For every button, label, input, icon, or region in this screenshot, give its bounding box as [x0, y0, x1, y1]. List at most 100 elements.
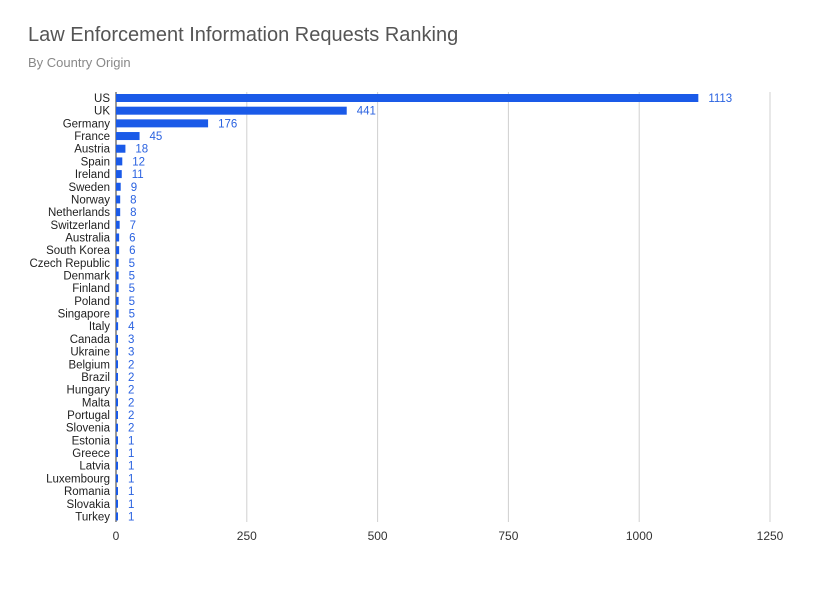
- category-label: Czech Republic: [29, 258, 110, 270]
- x-tick-label: 1000: [626, 529, 653, 543]
- category-label: Spain: [81, 156, 110, 168]
- data-label: 2: [128, 423, 134, 435]
- bar: [116, 296, 119, 305]
- category-label: Ireland: [75, 169, 110, 181]
- bar: [116, 208, 121, 217]
- chart-title: Law Enforcement Information Requests Ran…: [28, 24, 459, 46]
- data-label: 5: [129, 309, 135, 321]
- bar: [116, 461, 118, 470]
- data-label: 1: [128, 473, 134, 485]
- category-label: Brazil: [81, 372, 110, 384]
- bar: [116, 334, 118, 343]
- category-label: Poland: [74, 296, 110, 308]
- x-tick-labels: 0 250 500 750 1000 1250: [113, 529, 784, 543]
- category-label: Germany: [63, 118, 111, 130]
- category-label: South Korea: [46, 245, 111, 257]
- bar: [116, 220, 120, 229]
- data-label: 5: [129, 258, 135, 270]
- category-label: Sweden: [68, 182, 110, 194]
- data-label: 1113: [708, 93, 732, 105]
- data-label: 1: [128, 511, 134, 523]
- category-label: Italy: [89, 321, 110, 333]
- value-labels: 1113441176451812119887665555543322222211…: [128, 93, 732, 523]
- data-label: 12: [132, 156, 145, 168]
- data-label: 3: [128, 334, 134, 346]
- category-label: Australia: [65, 232, 110, 244]
- data-label: 6: [129, 232, 135, 244]
- category-label: Estonia: [72, 435, 111, 447]
- data-label: 8: [130, 194, 136, 206]
- x-tick-label: 1250: [757, 529, 784, 543]
- bar: [116, 182, 121, 191]
- bar: [116, 436, 118, 445]
- category-label: Luxembourg: [46, 473, 110, 485]
- category-label: Singapore: [58, 309, 110, 321]
- category-label: Slovenia: [66, 423, 111, 435]
- category-label: Portugal: [67, 410, 110, 422]
- bar: [116, 347, 118, 356]
- bar: [116, 157, 123, 166]
- data-label: 5: [129, 271, 135, 283]
- bar: [116, 398, 118, 407]
- bar: [116, 449, 118, 458]
- category-label: Latvia: [79, 461, 110, 473]
- category-label: Belgium: [68, 359, 110, 371]
- data-label: 1: [128, 499, 134, 511]
- category-label: Malta: [82, 397, 111, 409]
- category-label: Netherlands: [48, 207, 110, 219]
- bar: [116, 512, 118, 521]
- data-label: 6: [129, 245, 135, 257]
- bar: [116, 284, 119, 293]
- category-label: Turkey: [75, 511, 110, 523]
- bar: [116, 499, 118, 508]
- category-label: Slovakia: [67, 499, 111, 511]
- bar: [116, 94, 699, 102]
- bar: [116, 360, 118, 369]
- data-label: 18: [135, 144, 148, 156]
- bar: [116, 170, 122, 179]
- data-label: 1: [128, 435, 134, 447]
- category-label: US: [94, 93, 110, 105]
- bar: [116, 195, 121, 204]
- bar: [116, 246, 120, 255]
- bar: [116, 106, 347, 115]
- category-labels: USUKGermanyFranceAustriaSpainIrelandSwed…: [29, 93, 110, 523]
- bar: [116, 309, 119, 318]
- data-label: 4: [128, 321, 135, 333]
- category-label: Greece: [72, 448, 110, 460]
- data-label: 2: [128, 410, 134, 422]
- chart-subtitle: By Country Origin: [28, 55, 131, 70]
- x-tick-label: 500: [368, 529, 388, 543]
- data-label: 7: [130, 220, 136, 232]
- category-label: Romania: [64, 486, 111, 498]
- data-label: 8: [130, 207, 136, 219]
- x-tick-label: 0: [113, 529, 120, 543]
- data-label: 5: [129, 283, 135, 295]
- data-label: 5: [129, 296, 135, 308]
- bars: [116, 94, 699, 521]
- bar: [116, 258, 119, 267]
- bar: [116, 271, 119, 280]
- category-label: Ukraine: [70, 347, 110, 359]
- x-tick-label: 750: [498, 529, 518, 543]
- bar: [116, 322, 119, 331]
- data-label: 2: [128, 372, 134, 384]
- category-label: Denmark: [63, 271, 110, 283]
- category-label: Finland: [72, 283, 110, 295]
- grid-lines: [115, 92, 771, 522]
- bar: [116, 411, 118, 419]
- category-label: Canada: [70, 334, 111, 346]
- bar: [116, 423, 118, 432]
- data-label: 45: [150, 131, 163, 143]
- category-label: Norway: [71, 194, 110, 206]
- bar: [116, 132, 140, 141]
- category-label: Switzerland: [51, 220, 110, 232]
- bar: [116, 385, 118, 394]
- category-label: Hungary: [67, 385, 111, 397]
- bar: [116, 233, 120, 242]
- data-label: 9: [131, 182, 137, 194]
- data-label: 176: [218, 118, 237, 130]
- data-label: 2: [128, 359, 134, 371]
- bar: [116, 119, 209, 128]
